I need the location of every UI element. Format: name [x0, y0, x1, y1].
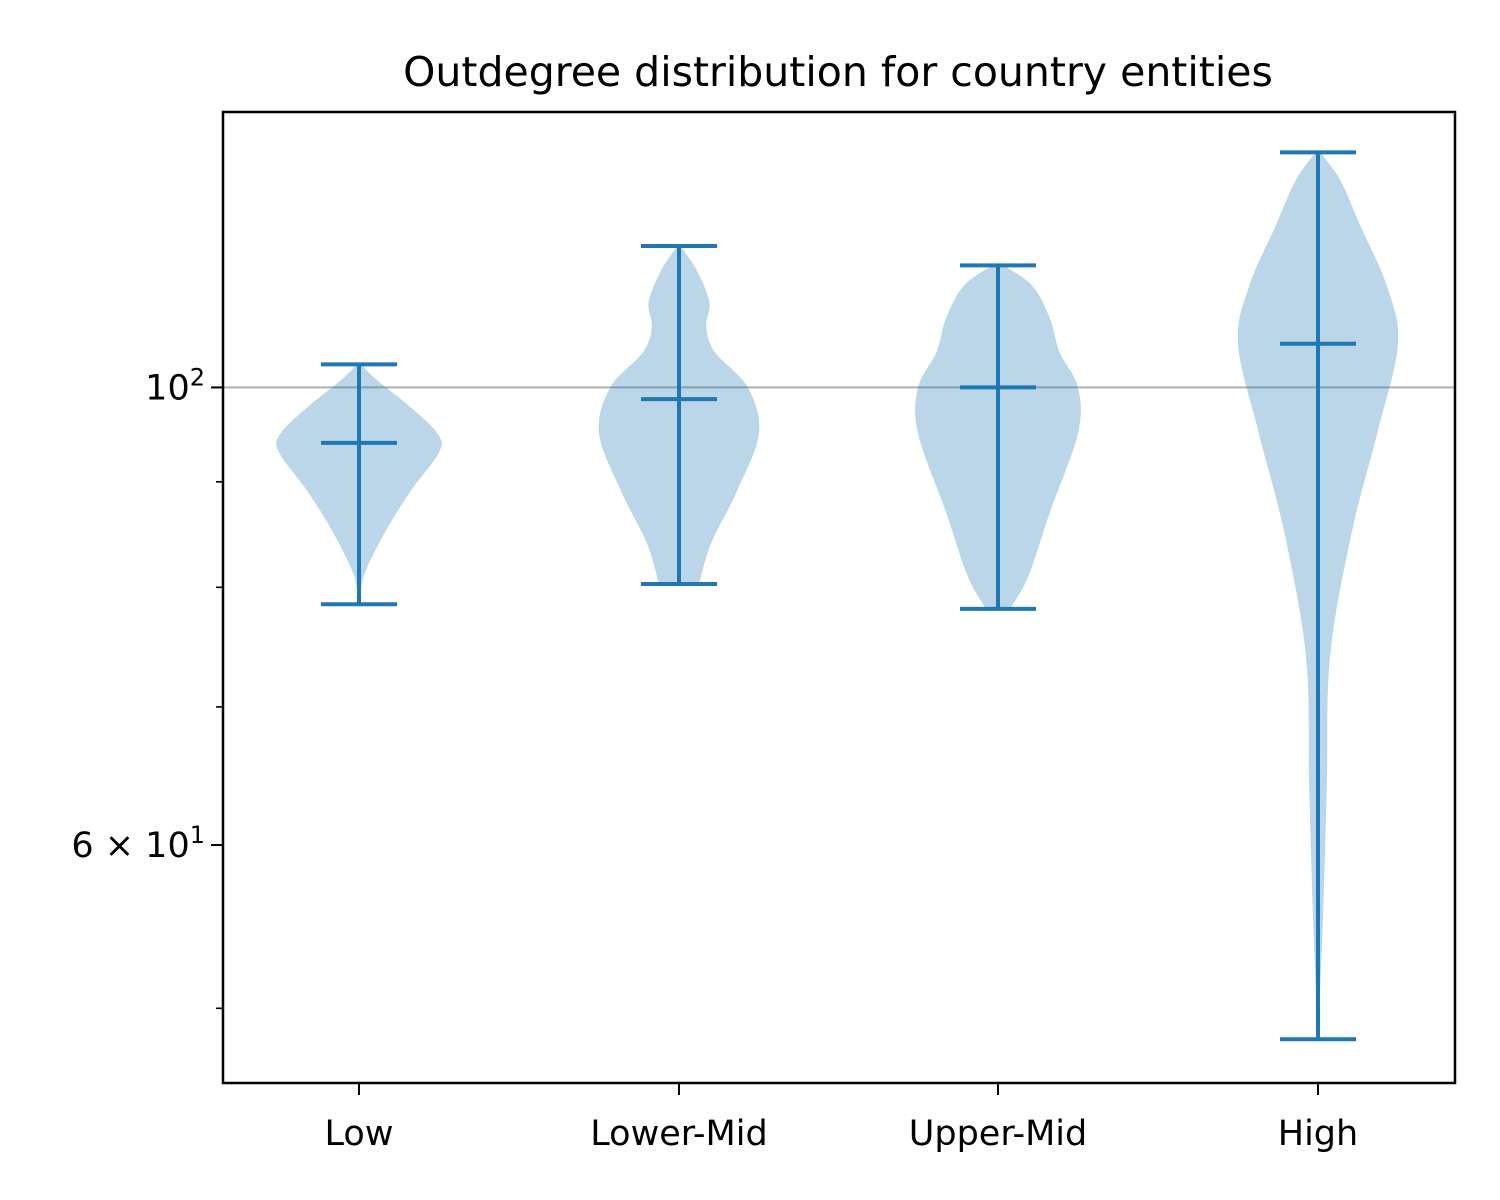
y-tick-label-100: 102: [145, 363, 205, 408]
plot-frame: [221, 110, 1457, 1085]
x-tick-label-lower-mid: Lower-Mid: [590, 1114, 767, 1154]
y-tick-label-60: 6 × 101: [71, 821, 205, 866]
x-tick-label-high: High: [1278, 1114, 1358, 1154]
axis-layer: Low Lower-Mid Upper-Mid High 102 6 × 101: [71, 363, 1358, 1154]
chart-title: Outdegree distribution for country entit…: [403, 48, 1273, 96]
x-tick-label-upper-mid: Upper-Mid: [909, 1114, 1088, 1154]
x-tick-label-low: Low: [325, 1114, 394, 1154]
violin-layer: [276, 150, 1399, 1042]
